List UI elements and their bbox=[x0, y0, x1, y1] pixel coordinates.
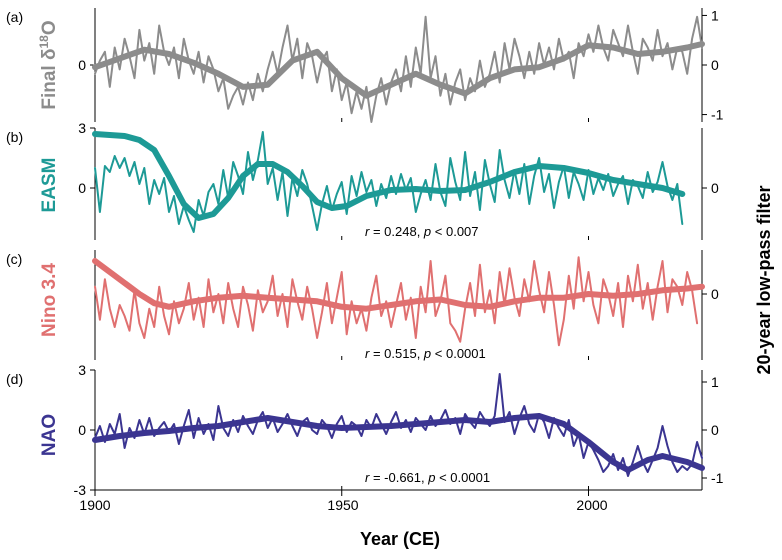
right-tick-label: 1 bbox=[711, 374, 719, 390]
panel-b: 3 0 0 (b) EASM r = 0.248, p < 0.007 bbox=[6, 120, 719, 240]
annotation-r: r bbox=[365, 224, 370, 239]
panels-group: 0 1 0 -1 (a) Final δ18O 3 0 0 (b) EASM r = 0.248, p… bbox=[6, 7, 724, 498]
right-tick-label: -1 bbox=[711, 107, 724, 123]
annotation-p: p bbox=[423, 224, 431, 239]
right-tick-label: 0 bbox=[711, 180, 719, 196]
ylabel-base: Final δ bbox=[39, 49, 60, 110]
right-axis-label: 20-year low-pass filter bbox=[754, 185, 774, 374]
right-tick-label: 1 bbox=[711, 7, 719, 23]
annotation-r: r bbox=[365, 346, 370, 361]
y-axis-label: EASM bbox=[39, 158, 60, 213]
left-tick-label: 3 bbox=[78, 362, 86, 378]
panel-label: (b) bbox=[6, 129, 23, 145]
right-tick-label: 0 bbox=[711, 57, 719, 73]
panel-label: (d) bbox=[6, 371, 23, 387]
lowpass-series-line bbox=[92, 258, 705, 312]
y-axis-label: Nino 3.4 bbox=[39, 263, 60, 337]
y-axis-label: NAO bbox=[39, 414, 60, 456]
lowpass-series-line bbox=[92, 131, 686, 221]
left-tick-label: 0 bbox=[78, 180, 86, 196]
x-tick-2000: 2000 bbox=[576, 497, 607, 513]
x-tick-1950: 1950 bbox=[327, 497, 358, 513]
annotation-tail: < 0.007 bbox=[431, 224, 478, 239]
annotation-r: r bbox=[365, 470, 370, 485]
x-tick-1900: 1900 bbox=[79, 497, 110, 513]
left-tick-label: 0 bbox=[78, 57, 86, 73]
panel-d: 3 0 -3 1 0 -1 (d) NAO r = -0.661, p < 0.0001 bbox=[6, 362, 724, 498]
panel-label: (a) bbox=[6, 9, 23, 25]
ylabel-tail: O bbox=[39, 20, 60, 35]
panel-label: (c) bbox=[6, 251, 22, 267]
lowpass-series-line bbox=[92, 413, 705, 473]
right-tick-label: -1 bbox=[711, 470, 724, 486]
annotation-tail: < 0.0001 bbox=[431, 346, 486, 361]
panel-a: 0 1 0 -1 (a) Final δ18O bbox=[6, 7, 724, 123]
y-axis-label: Final δ18O bbox=[37, 20, 60, 109]
annotation-mid: = -0.661, bbox=[369, 470, 428, 485]
annotation-p: p bbox=[427, 470, 435, 485]
raw-series-line bbox=[94, 131, 684, 233]
correlation-annotation: r = 0.248, p < 0.007 bbox=[365, 224, 479, 239]
right-tick-label: 0 bbox=[711, 422, 719, 438]
left-tick-label: -3 bbox=[74, 482, 87, 498]
panel-c: 0 (c) Nino 3.4 r = 0.515, p < 0.0001 bbox=[6, 250, 719, 361]
ylabel-sup: 18 bbox=[37, 35, 51, 49]
x-axis-label: Year (CE) bbox=[360, 529, 440, 549]
lowpass-series-line bbox=[92, 41, 705, 99]
correlation-annotation: r = -0.661, p < 0.0001 bbox=[365, 470, 490, 485]
right-tick-label: 0 bbox=[711, 286, 719, 302]
raw-series-line bbox=[94, 15, 703, 123]
left-tick-label: 0 bbox=[78, 422, 86, 438]
annotation-mid: = 0.515, bbox=[369, 346, 424, 361]
annotation-p: p bbox=[423, 346, 431, 361]
annotation-tail: < 0.0001 bbox=[435, 470, 490, 485]
correlation-annotation: r = 0.515, p < 0.0001 bbox=[365, 346, 486, 361]
annotation-mid: = 0.248, bbox=[369, 224, 424, 239]
left-tick-label: 3 bbox=[78, 120, 86, 136]
